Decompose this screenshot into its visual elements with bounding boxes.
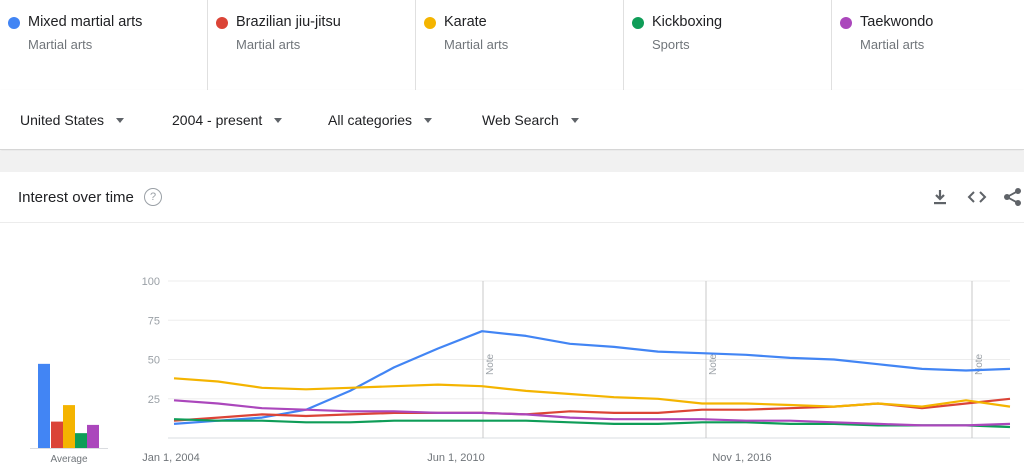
- comparison-terms: Mixed martial arts Martial arts Brazilia…: [0, 0, 1024, 91]
- series-color-dot: [632, 17, 644, 29]
- term-category: Martial arts: [444, 37, 509, 52]
- y-tick-label: 50: [148, 355, 160, 367]
- chevron-down-icon: [570, 117, 579, 123]
- share-icon[interactable]: [1002, 186, 1024, 208]
- x-tick-label: Jun 1, 2010: [427, 452, 485, 464]
- term-category: Martial arts: [236, 37, 301, 52]
- series-color-dot: [840, 17, 852, 29]
- chevron-down-icon: [274, 117, 283, 123]
- interest-over-time-chart[interactable]: 100 75 50 25 Note Note Note Jan 1, 2004 Jun 1, 2…: [0, 223, 1024, 467]
- series-line: [173, 330, 1011, 425]
- card-title: Interest over time: [18, 189, 134, 206]
- category-label: All categories: [328, 112, 413, 128]
- time-range-label: 2004 - present: [172, 112, 263, 128]
- search-type-dropdown[interactable]: Web Search: [482, 112, 579, 128]
- category-dropdown[interactable]: All categories: [328, 112, 433, 128]
- time-range-dropdown[interactable]: 2004 - present: [172, 112, 283, 128]
- region-label: United States: [20, 112, 105, 128]
- series-line: [173, 418, 1011, 429]
- series-color-dot: [216, 17, 228, 29]
- series-color-dot: [424, 17, 436, 29]
- region-dropdown[interactable]: United States: [20, 112, 125, 128]
- note-label: Note: [708, 353, 719, 375]
- term-category: Martial arts: [28, 37, 93, 52]
- search-type-label: Web Search: [482, 112, 559, 128]
- series-color-dot: [8, 17, 20, 29]
- term-card[interactable]: Mixed martial arts Martial arts: [0, 0, 208, 90]
- term-name[interactable]: Kickboxing: [652, 14, 723, 30]
- y-tick-label: 25: [148, 394, 160, 406]
- average-label: Average: [50, 454, 88, 465]
- filter-bar: United States 2004 - present All categor…: [0, 90, 1024, 150]
- y-tick-label: 75: [148, 315, 160, 327]
- interest-card-header: Interest over time ?: [0, 172, 1024, 223]
- term-name[interactable]: Karate: [444, 14, 487, 30]
- term-name[interactable]: Taekwondo: [860, 14, 934, 30]
- section-divider: [0, 151, 1024, 172]
- download-icon[interactable]: [929, 186, 951, 208]
- x-tick-label: Nov 1, 2016: [712, 452, 771, 464]
- embed-icon[interactable]: [966, 186, 988, 208]
- term-name[interactable]: Brazilian jiu-jitsu: [236, 14, 341, 30]
- chevron-down-icon: [424, 117, 433, 123]
- average-bar: [51, 421, 63, 448]
- average-bar: [63, 405, 75, 448]
- term-card[interactable]: Karate Martial arts: [416, 0, 624, 90]
- average-bar: [75, 433, 87, 448]
- note-label: Note: [974, 353, 985, 375]
- x-tick-label: Jan 1, 2004: [142, 452, 200, 464]
- term-card[interactable]: Brazilian jiu-jitsu Martial arts: [208, 0, 416, 90]
- term-category: Sports: [652, 37, 690, 52]
- average-bar: [38, 363, 50, 448]
- average-bar: [87, 424, 99, 448]
- term-name[interactable]: Mixed martial arts: [28, 14, 143, 30]
- term-card[interactable]: Taekwondo Martial arts: [832, 0, 1024, 90]
- series-line: [173, 399, 1011, 427]
- note-label: Note: [485, 353, 496, 375]
- term-category: Martial arts: [860, 37, 925, 52]
- series-line: [173, 377, 1011, 408]
- term-card[interactable]: Kickboxing Sports: [624, 0, 832, 90]
- chevron-down-icon: [116, 117, 125, 123]
- y-tick-label: 100: [142, 276, 160, 288]
- help-icon[interactable]: ?: [144, 188, 162, 206]
